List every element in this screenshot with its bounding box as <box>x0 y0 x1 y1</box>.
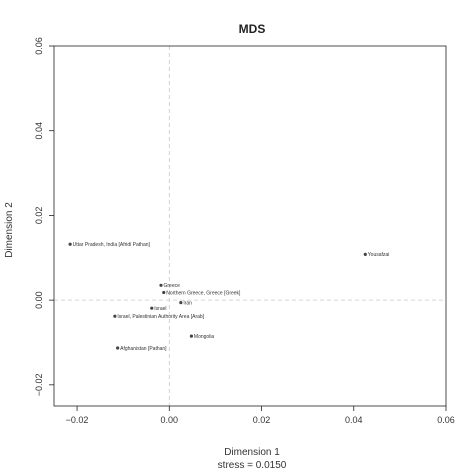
y-axis-title: Dimension 2 <box>4 202 15 258</box>
data-point-label: Afghanistan [Pathan] <box>120 346 167 352</box>
data-points: Uttar Pradesh, India [Afridi Pathan] Yous… <box>68 242 390 352</box>
y-axis: −0.02 0.00 0.02 0.04 0.06 <box>34 37 54 396</box>
data-point <box>116 346 120 350</box>
x-tick-label: 0.02 <box>253 415 271 425</box>
x-axis: −0.02 0.00 0.02 0.04 0.06 <box>66 406 455 425</box>
x-axis-title: Dimension 1 <box>224 447 280 458</box>
data-point <box>159 283 163 287</box>
data-point-label: Iran <box>183 300 192 306</box>
chart-title: MDS <box>239 22 266 36</box>
data-point-label: Mongolia <box>194 334 215 340</box>
data-point <box>363 252 367 256</box>
data-point-label: Israel <box>154 306 166 312</box>
data-point <box>68 242 72 246</box>
stress-label: stress = 0.0150 <box>218 460 287 471</box>
data-point <box>150 306 154 310</box>
data-point <box>113 314 117 318</box>
y-tick-label: −0.02 <box>34 373 44 396</box>
data-point-label: Uttar Pradesh, India [Afridi Pathan] <box>73 242 151 248</box>
data-point-label: Yousafzai <box>368 252 390 258</box>
data-point <box>162 290 166 295</box>
x-tick-label: 0.00 <box>161 415 179 425</box>
x-tick-label: −0.02 <box>66 415 89 425</box>
x-tick-label: 0.06 <box>437 415 455 425</box>
y-tick-label: 0.02 <box>34 207 44 225</box>
data-point <box>189 334 194 338</box>
data-point-label: Greece <box>163 283 180 289</box>
data-point-label: Northern Greece, Greece [Greek] <box>166 290 241 296</box>
plot-frame <box>53 45 447 407</box>
data-point <box>179 301 183 305</box>
y-tick-label: 0.00 <box>34 291 44 309</box>
y-tick-label: 0.06 <box>34 37 44 55</box>
plot-area <box>53 45 447 407</box>
data-point-label: Israel, Palestinian Authority Area [Arab… <box>117 314 204 320</box>
x-tick-label: 0.04 <box>345 415 363 425</box>
y-tick-label: 0.04 <box>34 122 44 140</box>
